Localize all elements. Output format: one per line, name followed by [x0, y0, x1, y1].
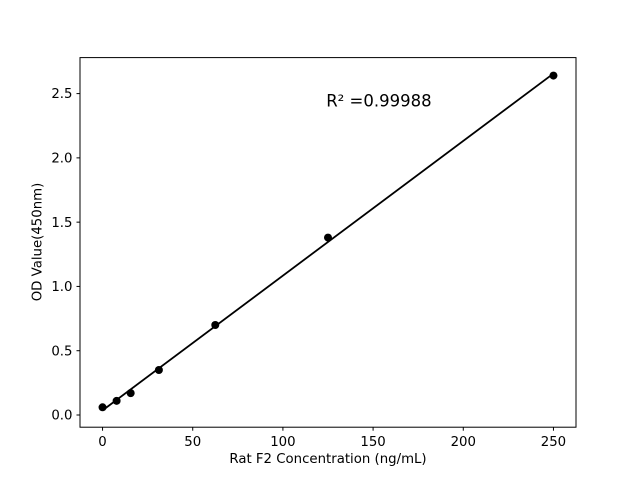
y-tick-label: 2.5 [51, 87, 72, 102]
x-tick-label: 0 [98, 435, 106, 450]
x-tick-label: 150 [360, 435, 385, 450]
x-tick-label: 250 [541, 435, 566, 450]
data-point [549, 71, 558, 80]
data-point [112, 396, 121, 405]
data-point [324, 233, 332, 242]
data-point [211, 320, 220, 329]
x-tick-label: 100 [270, 435, 295, 450]
r-squared-annotation: R² =0.99988 [326, 91, 431, 110]
x-axis-label: Rat F2 Concentration (ng/mL) [229, 452, 427, 467]
data-point [98, 403, 107, 412]
data-point [126, 389, 135, 398]
axes-spines [79, 57, 577, 428]
y-axis-label: OD Value(450nm) [30, 182, 46, 302]
x-tick-label: 200 [451, 435, 476, 450]
y-tick-label: 0.0 [51, 409, 72, 424]
data-point [154, 365, 163, 374]
y-tick-label: 1.0 [51, 280, 72, 295]
y-tick-label: 0.5 [51, 344, 72, 359]
x-tick-label: 50 [184, 435, 201, 450]
fit-line [102, 72, 554, 412]
y-tick-label: 1.5 [51, 216, 72, 231]
y-tick-label: 2.0 [51, 151, 72, 166]
